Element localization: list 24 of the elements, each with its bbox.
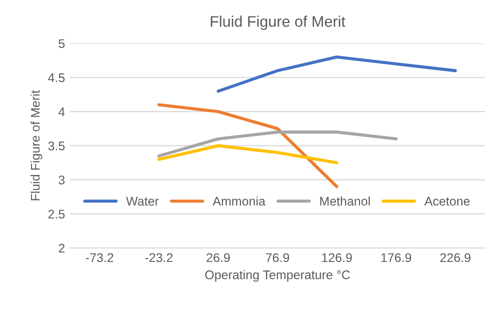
legend-label: Ammonia [212, 196, 266, 206]
legend-label: Water [126, 196, 159, 206]
x-tick-label: -73.2 [86, 253, 114, 262]
y-axis-title: Fluid Figure of Merit [30, 90, 42, 200]
y-tick-label: 3.5 [48, 142, 65, 150]
y-tick-label: 2 [58, 244, 65, 253]
legend-label: Acetone [424, 196, 470, 206]
legend-label: Methanol [320, 196, 370, 206]
y-tick-label: 4.5 [48, 73, 65, 82]
y-tick-label: 4 [58, 108, 65, 116]
line-series [216, 56, 457, 93]
line-series [157, 103, 338, 188]
y-tick-label: 5 [58, 39, 65, 48]
y-tick-label: 2.5 [48, 210, 65, 219]
x-axis-title: Operating Temperature °C [205, 270, 350, 282]
y-tick-label: 3 [58, 176, 65, 184]
chart-title: Fluid Figure of Merit [210, 16, 346, 30]
x-tick-label: 26.9 [206, 253, 230, 262]
x-tick-label: -23.2 [145, 253, 173, 262]
x-tick-label: 226.9 [440, 253, 470, 262]
line-series [157, 144, 338, 164]
x-tick-label: 76.9 [266, 253, 290, 262]
x-tick-label: 176.9 [381, 253, 412, 262]
x-tick-label: 126.9 [322, 253, 352, 262]
